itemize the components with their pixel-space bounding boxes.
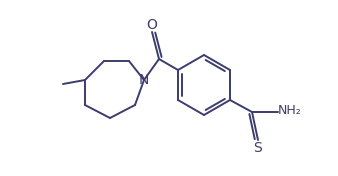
Text: S: S	[254, 141, 262, 155]
Text: NH₂: NH₂	[278, 103, 302, 117]
Text: O: O	[147, 18, 158, 32]
Text: N: N	[139, 73, 149, 87]
